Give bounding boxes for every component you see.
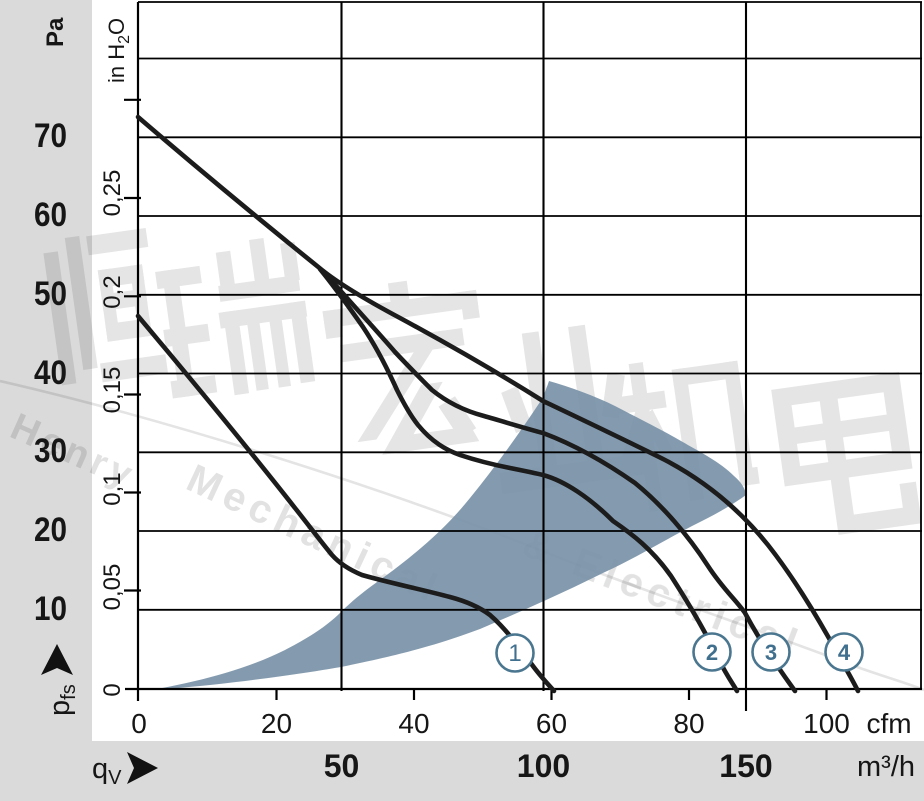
svg-text:20: 20 — [34, 511, 67, 549]
svg-text:0,2: 0,2 — [99, 275, 126, 308]
svg-text:0,05: 0,05 — [99, 564, 126, 611]
svg-text:Pa: Pa — [42, 17, 69, 47]
svg-text:150: 150 — [719, 748, 772, 784]
svg-text:100: 100 — [803, 708, 850, 739]
svg-text:0: 0 — [99, 683, 126, 696]
svg-text:0,25: 0,25 — [99, 170, 126, 217]
svg-text:m³/h: m³/h — [857, 751, 915, 783]
svg-text:60: 60 — [34, 196, 67, 234]
svg-text:3: 3 — [765, 640, 777, 665]
svg-text:10: 10 — [34, 590, 67, 628]
svg-text:100: 100 — [517, 748, 570, 784]
svg-text:2: 2 — [706, 640, 718, 665]
svg-text:4: 4 — [838, 640, 851, 665]
svg-text:30: 30 — [34, 432, 67, 470]
svg-text:80: 80 — [673, 708, 704, 739]
svg-text:60: 60 — [536, 708, 567, 739]
svg-text:50: 50 — [324, 748, 360, 784]
svg-text:0: 0 — [131, 708, 147, 739]
svg-text:cfm: cfm — [866, 708, 911, 739]
svg-text:0,15: 0,15 — [99, 367, 126, 414]
svg-text:70: 70 — [34, 117, 67, 155]
svg-text:40: 40 — [34, 354, 67, 392]
svg-text:20: 20 — [261, 708, 292, 739]
svg-text:1: 1 — [508, 640, 521, 667]
svg-text:in H2O: in H2O — [104, 18, 133, 83]
svg-text:40: 40 — [398, 708, 429, 739]
svg-text:50: 50 — [34, 275, 67, 313]
svg-text:0,1: 0,1 — [99, 472, 126, 505]
